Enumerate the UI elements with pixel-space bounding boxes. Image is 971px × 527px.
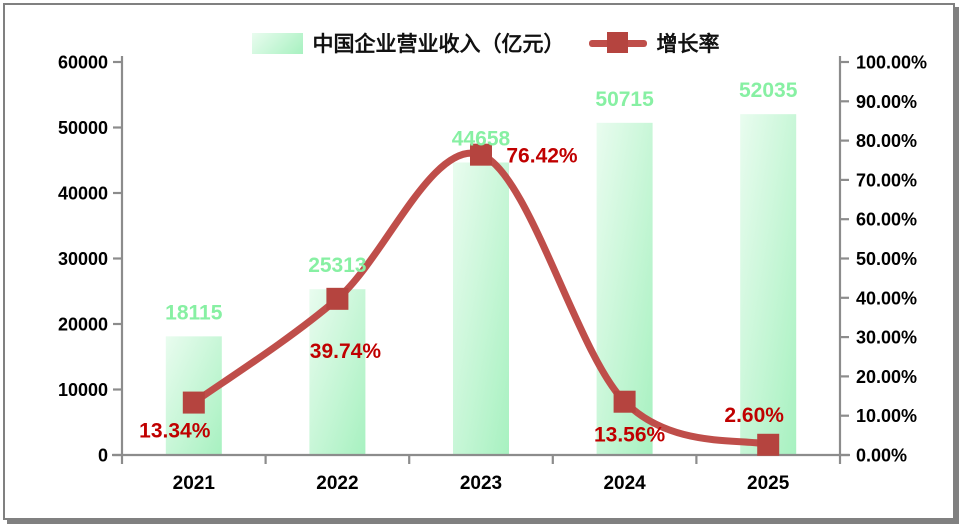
x-axis-category-label: 2025 (747, 473, 790, 494)
right-axis-tick-label: 0.00% (856, 446, 907, 466)
right-axis-tick-label: 40.00% (856, 288, 917, 308)
growth-rate-label: 76.42% (506, 145, 578, 168)
growth-rate-label: 2.60% (724, 404, 784, 427)
square-marker-icon (606, 32, 628, 53)
growth-rate-marker-2021 (182, 391, 205, 414)
chart-legend: 中国企业营业收入（亿元） 增长率 (251, 28, 720, 58)
left-axis-tick-label: 50000 (58, 118, 108, 138)
growth-rate-marker-2023 (470, 143, 492, 166)
bar-2023 (453, 162, 509, 455)
bar-value-label: 44658 (452, 127, 511, 150)
growth-rate-marker-2022 (326, 287, 349, 310)
bar-value-label: 52035 (739, 79, 798, 102)
bar-value-label: 25313 (308, 254, 366, 277)
growth-rate-marker-2025 (757, 433, 780, 456)
x-axis-category-label: 2024 (603, 473, 646, 494)
growth-rate-marker-2024 (613, 390, 636, 413)
x-axis-category-label: 2022 (316, 473, 358, 494)
bar-2025 (740, 114, 797, 456)
growth-rate-legend-marker (588, 32, 647, 54)
right-axis-tick-label: 10.00% (856, 406, 917, 426)
right-axis-tick-label: 70.00% (856, 170, 917, 190)
right-axis-tick-label: 80.00% (856, 131, 917, 151)
right-axis-tick-label: 100.00% (856, 53, 927, 73)
revenue-legend-swatch (251, 32, 303, 54)
bar-value-label: 18115 (165, 301, 223, 324)
left-axis-tick-label: 10000 (58, 380, 108, 400)
growth-rate-label: 13.56% (594, 424, 666, 447)
left-axis-tick-label: 20000 (58, 315, 108, 335)
growth-rate-legend-label: 增长率 (656, 33, 720, 56)
growth-rate-label: 39.74% (310, 340, 382, 363)
x-axis-category-label: 2023 (460, 473, 502, 494)
revenue-legend-label: 中国企业营业收入（亿元） (312, 33, 565, 56)
x-axis-category-label: 2021 (173, 473, 216, 494)
right-axis-tick-label: 30.00% (856, 328, 917, 348)
right-axis-tick-label: 90.00% (856, 92, 917, 112)
bar-value-label: 50715 (595, 88, 654, 111)
left-axis-tick-label: 0 (98, 446, 108, 466)
left-axis-tick-label: 60000 (58, 53, 108, 73)
right-axis-tick-label: 50.00% (856, 249, 917, 269)
left-axis-tick-label: 40000 (58, 184, 108, 204)
right-axis-tick-label: 60.00% (856, 210, 917, 230)
growth-rate-label: 13.34% (139, 420, 211, 443)
left-axis-tick-label: 30000 (58, 249, 108, 269)
right-axis-tick-label: 20.00% (856, 367, 917, 387)
